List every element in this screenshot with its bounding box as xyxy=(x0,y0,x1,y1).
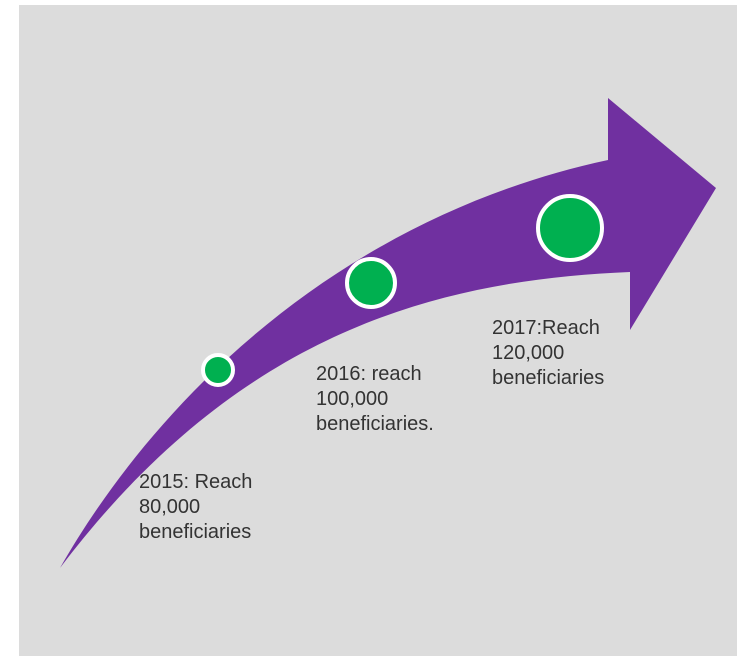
milestone-marker-2015 xyxy=(201,353,235,387)
milestone-count-text: 120,000 xyxy=(492,342,565,364)
milestone-count-text: 100,000 xyxy=(316,388,389,410)
milestone-year-text: 2017:Reach xyxy=(492,317,600,339)
milestone-count-text: 80,000 xyxy=(139,496,201,518)
milestone-unit-text: beneficiaries xyxy=(492,367,605,389)
milestone-marker-2017 xyxy=(536,194,604,262)
milestone-year-text: 2015: Reach xyxy=(139,471,253,493)
milestone-label-2016: 2016: reach 100,000 beneficiaries. xyxy=(316,362,434,437)
milestone-unit-text: beneficiaries xyxy=(139,521,252,543)
milestone-label-2015: 2015: Reach 80,000 beneficiaries xyxy=(139,470,252,545)
milestone-label-2017: 2017:Reach 120,000 beneficiaries xyxy=(492,316,604,391)
milestone-unit-text: beneficiaries. xyxy=(316,413,434,435)
milestone-marker-2016 xyxy=(345,257,397,309)
milestone-year-text: 2016: reach xyxy=(316,363,422,385)
